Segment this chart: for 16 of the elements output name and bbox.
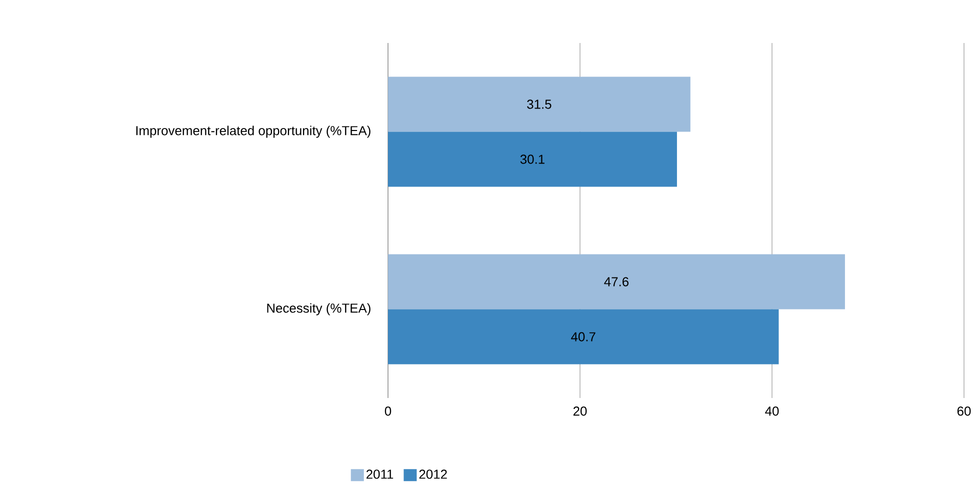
bar [388,132,677,187]
data-label: 31.5 [527,100,552,109]
legend-label: 2012 [419,470,447,479]
x-tick-label: 0 [384,406,392,416]
y-tick-label: Necessity (%TEA) [267,303,370,316]
y-tick-label: Improvement-related opportunity (%TEA) [136,126,370,138]
data-label: 47.6 [604,277,629,286]
x-tick-label: 20 [573,406,587,416]
data-label: 40.7 [571,332,596,342]
x-tick-label: 60 [957,406,971,416]
bar [388,309,779,364]
data-label: 30.1 [520,154,544,164]
x-tick-label: 40 [765,406,779,416]
legend-label: 2011 [366,470,394,479]
bar [388,254,845,310]
bar [388,76,690,132]
